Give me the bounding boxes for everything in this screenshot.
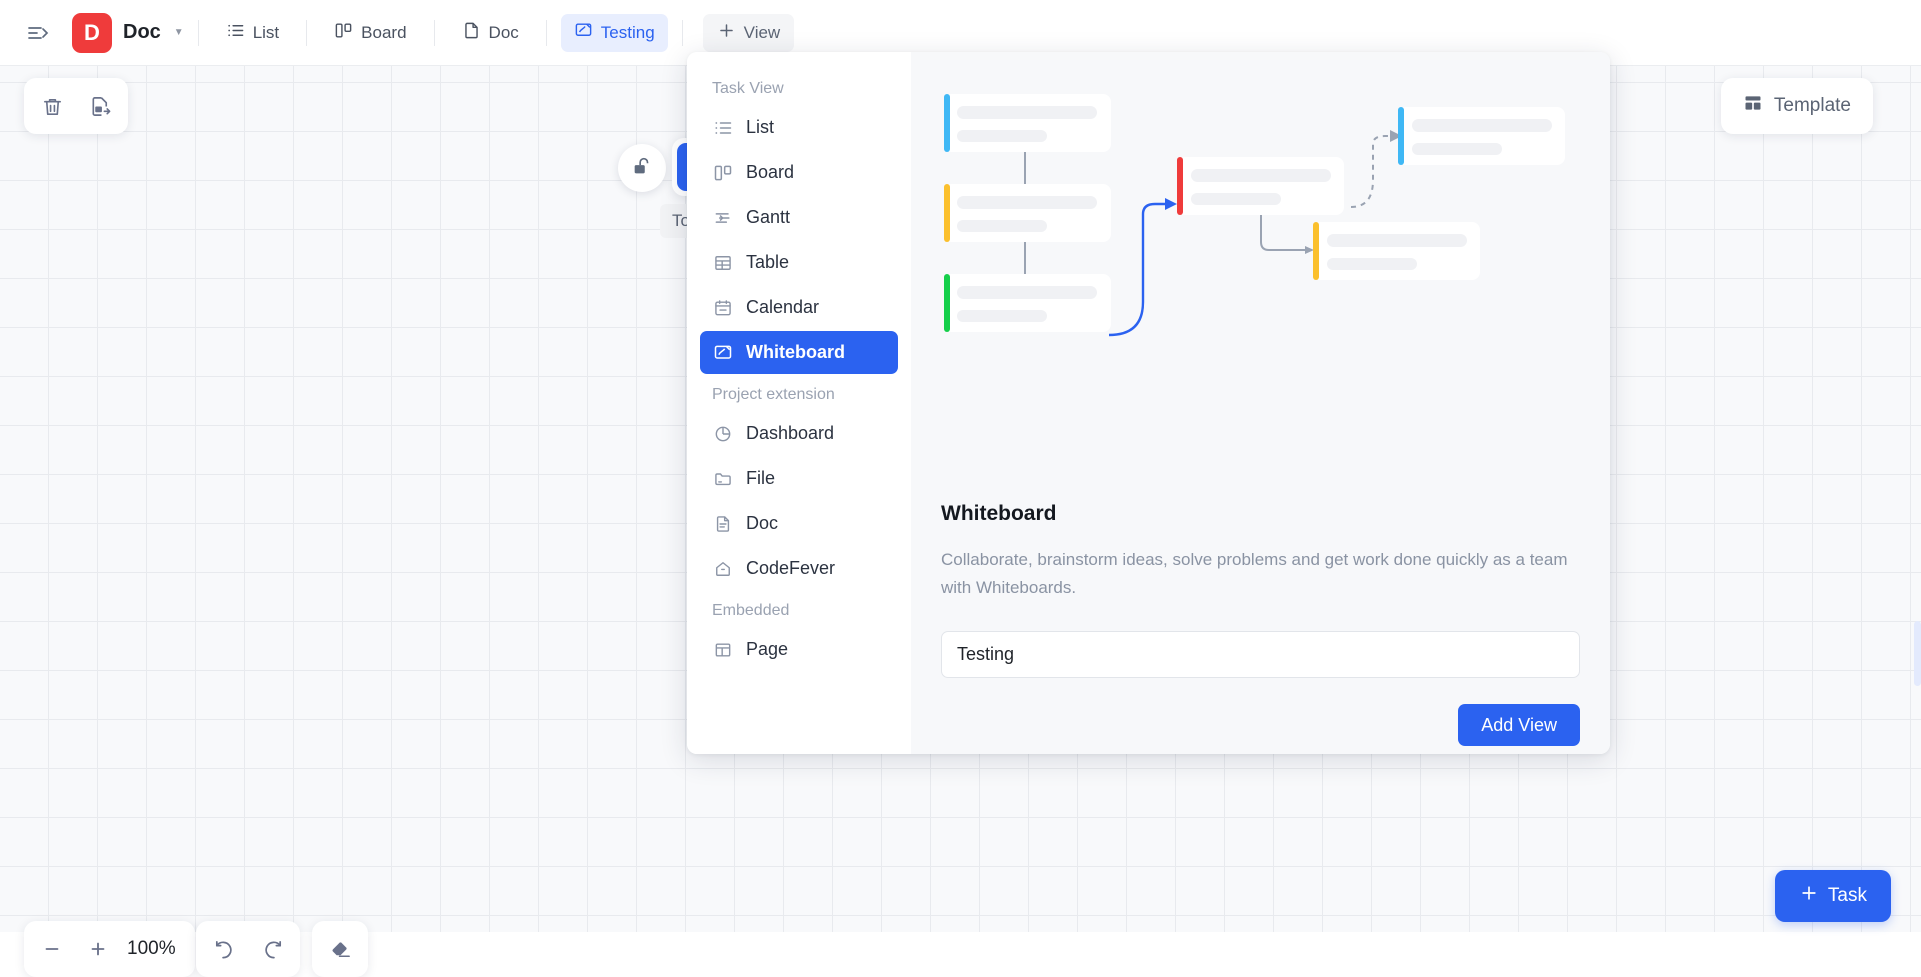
menu-item-table[interactable]: Table (700, 241, 898, 284)
menu-item-file[interactable]: File (700, 457, 898, 500)
view-type-list: Task View List Board (687, 52, 911, 754)
history-toolbar (196, 921, 300, 977)
menu-item-label: Whiteboard (746, 342, 845, 362)
brand[interactable]: D Doc ▼ (72, 12, 184, 53)
whiteboard-icon (712, 342, 733, 363)
nav-divider (681, 19, 683, 46)
chevron-down-icon[interactable]: ▼ (173, 27, 184, 38)
menu-item-label: Dashboard (746, 423, 835, 443)
sidebar-collapse-icon[interactable] (18, 13, 58, 53)
eraser-button[interactable] (317, 926, 363, 972)
menu-item-label: Page (746, 639, 789, 659)
add-task-button[interactable]: Task (1774, 870, 1891, 922)
folder-icon (712, 468, 733, 489)
zoom-level-label[interactable]: 100% (127, 938, 176, 959)
template-icon (1743, 93, 1763, 119)
dashboard-icon (712, 423, 733, 444)
doc-icon (462, 21, 481, 45)
nav-divider (433, 19, 435, 46)
preview-card-1 (944, 94, 1111, 152)
zoom-out-button[interactable] (29, 926, 75, 972)
plus-icon (1799, 883, 1819, 909)
nav-divider (197, 19, 199, 46)
menu-item-label: Table (746, 252, 790, 272)
nav-tab-board[interactable]: Board (321, 14, 419, 52)
menu-item-label: CodeFever (746, 558, 836, 578)
board-icon (712, 162, 733, 183)
eraser-toolbar (312, 921, 368, 977)
view-name-input[interactable] (941, 631, 1580, 679)
menu-item-label: File (746, 468, 776, 488)
nav-tab-doc[interactable]: Doc (449, 14, 532, 52)
add-view-dropdown-panel: Task View List Board (687, 52, 1610, 754)
list-icon (712, 117, 733, 138)
preview-card-6 (1313, 222, 1480, 280)
menu-item-label: Gantt (746, 207, 791, 227)
menu-item-list[interactable]: List (700, 106, 898, 149)
view-detail-content: Whiteboard Collaborate, brainstorm ideas… (911, 502, 1610, 754)
menu-item-board[interactable]: Board (700, 151, 898, 194)
nav-tab-label: Testing (600, 22, 655, 42)
zoom-toolbar: 100% (24, 921, 195, 977)
menu-group-title-project-extension: Project extension (712, 386, 835, 403)
preview-svg (944, 94, 1565, 337)
menu-item-label: Doc (746, 513, 779, 533)
menu-item-calendar[interactable]: Calendar (700, 286, 898, 329)
plus-icon (717, 21, 736, 45)
nav-tab-label: List (252, 22, 280, 42)
template-label: Template (1773, 95, 1851, 116)
nav-tab-label: Board (361, 22, 407, 42)
menu-item-gantt[interactable]: Gantt (700, 196, 898, 239)
preview-card-4 (1177, 157, 1344, 215)
nav-divider (306, 19, 308, 46)
list-icon (226, 21, 245, 45)
nav-tab-list[interactable]: List (213, 14, 292, 52)
menu-item-label: Calendar (746, 297, 820, 317)
codefever-icon (712, 558, 733, 579)
preview-card-2 (944, 184, 1111, 242)
view-detail-title: Whiteboard (941, 502, 1057, 525)
calendar-icon (712, 297, 733, 318)
delete-button[interactable] (29, 83, 75, 129)
brand-name: Doc (123, 21, 161, 43)
table-icon (712, 252, 733, 273)
add-view-label: View (743, 22, 781, 42)
undo-button[interactable] (201, 926, 247, 972)
view-detail-description: Collaborate, brainstorm ideas, solve pro… (941, 550, 1568, 597)
vertical-scrollbar[interactable] (1914, 621, 1921, 686)
template-button[interactable]: Template (1720, 78, 1873, 134)
add-task-label: Task (1827, 885, 1867, 906)
whiteboard-preview-illustration (911, 52, 1610, 502)
page-icon (712, 639, 733, 660)
board-icon (334, 21, 353, 45)
lock-toggle-button[interactable] (618, 144, 666, 192)
menu-item-dashboard[interactable]: Dashboard (700, 412, 898, 455)
menu-item-doc[interactable]: Doc (700, 502, 898, 545)
add-view-submit-button[interactable]: Add View (1458, 704, 1580, 747)
menu-item-label: Board (746, 162, 795, 182)
view-detail-actions: Add View (941, 704, 1580, 747)
gantt-icon (712, 207, 733, 228)
doc-icon (712, 513, 733, 534)
menu-item-page[interactable]: Page (700, 628, 898, 671)
zoom-in-button[interactable] (75, 926, 121, 972)
nav-tab-testing[interactable]: Testing (560, 13, 668, 52)
menu-group-title-embedded: Embedded (712, 602, 790, 619)
menu-item-whiteboard[interactable]: Whiteboard (700, 331, 898, 374)
whiteboard-icon (574, 21, 593, 45)
menu-item-codefever[interactable]: CodeFever (700, 547, 898, 590)
preview-card-5 (1398, 107, 1565, 165)
preview-card-3 (944, 274, 1111, 332)
redo-button[interactable] (249, 926, 295, 972)
export-image-button[interactable] (77, 83, 123, 129)
unlock-icon (631, 155, 653, 182)
nav-tab-label: Doc (488, 22, 519, 42)
menu-item-label: List (746, 117, 775, 137)
add-view-button[interactable]: View (702, 13, 795, 52)
brand-logo: D (72, 12, 112, 53)
nav-divider (545, 19, 547, 46)
canvas-element-toolbar (24, 78, 128, 134)
menu-group-title-task-view: Task View (712, 80, 784, 97)
view-detail-pane: Whiteboard Collaborate, brainstorm ideas… (911, 52, 1610, 754)
